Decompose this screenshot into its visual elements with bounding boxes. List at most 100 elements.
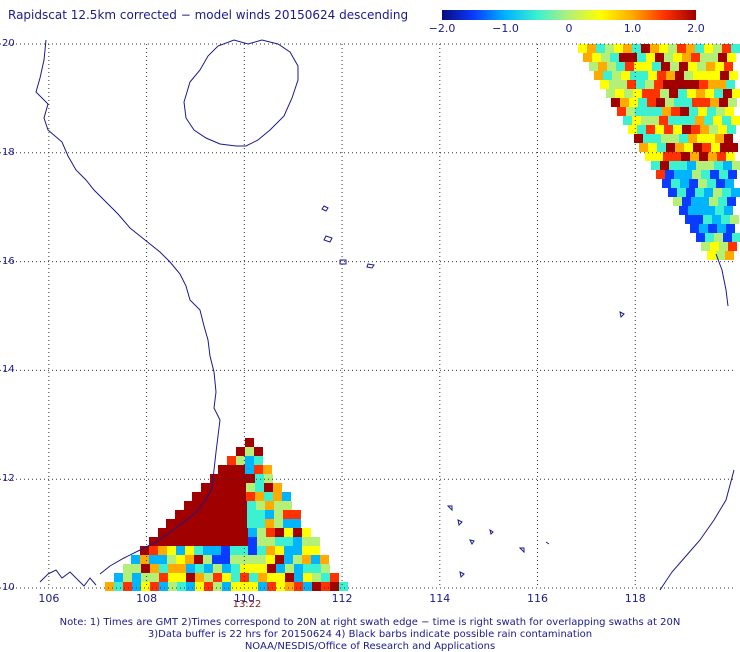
wind-difference-cell (141, 564, 150, 573)
wind-difference-cell (245, 465, 254, 474)
wind-difference-cell (231, 573, 240, 582)
wind-difference-cell (247, 519, 256, 528)
wind-difference-cell (211, 519, 220, 528)
wind-difference-cell (670, 62, 679, 71)
wind-difference-cell (276, 582, 285, 591)
wind-difference-cell (168, 573, 177, 582)
wind-difference-cell (284, 528, 293, 537)
wind-difference-cell (715, 134, 724, 143)
wind-difference-cell (705, 161, 714, 170)
wind-difference-cell (681, 152, 690, 161)
wind-difference-cell (228, 492, 237, 501)
graticule (0, 43, 733, 589)
wind-difference-cell (621, 71, 630, 80)
wind-difference-cell (202, 510, 211, 519)
wind-difference-cell (284, 555, 293, 564)
wind-difference-cell (725, 179, 734, 188)
wind-difference-cell (592, 53, 601, 62)
wind-difference-cell (221, 546, 230, 555)
wind-difference-cell (184, 510, 193, 519)
wind-difference-cell (167, 528, 176, 537)
wind-difference-cell (220, 510, 229, 519)
wind-difference-cell (159, 582, 168, 591)
wind-difference-cell (705, 89, 714, 98)
wind-difference-cell (699, 80, 708, 89)
wind-difference-cell (650, 44, 659, 53)
wind-difference-cell (159, 564, 168, 573)
wind-difference-cell (695, 44, 704, 53)
wind-difference-cell (282, 492, 291, 501)
wind-difference-cell (221, 555, 230, 564)
wind-difference-cell (668, 44, 677, 53)
wind-difference-cell (186, 564, 195, 573)
wind-difference-cell (222, 573, 231, 582)
wind-difference-cell (185, 528, 194, 537)
wind-difference-cell (724, 206, 733, 215)
wind-difference-cell (680, 107, 689, 116)
wind-difference-cell (722, 44, 731, 53)
colorbar-tick-label: 0 (565, 22, 573, 35)
wind-difference-cell (716, 251, 725, 260)
wind-difference-cell (635, 107, 644, 116)
wind-difference-cell (294, 582, 303, 591)
wind-difference-cell (204, 582, 213, 591)
wind-difference-cell (255, 474, 264, 483)
wind-difference-cell (219, 483, 228, 492)
wind-difference-cell (644, 107, 653, 116)
wind-difference-cell (671, 179, 680, 188)
wind-difference-cell (679, 206, 688, 215)
wind-difference-cell (141, 582, 150, 591)
wind-difference-cell (293, 528, 302, 537)
wind-difference-cell (672, 80, 681, 89)
wind-difference-cell (641, 44, 650, 53)
wind-difference-cell (284, 546, 293, 555)
coastline (35, 39, 735, 591)
wind-difference-cell (713, 44, 722, 53)
wind-difference-cell (684, 71, 693, 80)
wind-difference-cell (123, 582, 132, 591)
wind-difference-cell (659, 44, 668, 53)
wind-difference-cell (707, 251, 716, 260)
wind-difference-cell (716, 179, 725, 188)
wind-difference-cell (265, 501, 274, 510)
wind-difference-cell (211, 510, 220, 519)
wind-difference-cell (706, 62, 715, 71)
wind-difference-cell (249, 582, 258, 591)
wind-difference-cell (643, 62, 652, 71)
wind-difference-cell (212, 546, 221, 555)
wind-difference-cell (645, 152, 654, 161)
wind-difference-cell (680, 179, 689, 188)
wind-difference-cell (651, 161, 660, 170)
wind-difference-cell (229, 510, 238, 519)
wind-difference-cell (711, 71, 720, 80)
wind-difference-cell (665, 170, 674, 179)
wind-difference-cell (713, 188, 722, 197)
wind-difference-cell (194, 546, 203, 555)
longitude-label: 114 (429, 592, 451, 605)
colorbar-tick-label: 1.0 (623, 22, 642, 35)
philippines-coast (715, 253, 729, 307)
wind-difference-cell (708, 224, 717, 233)
wind-difference-cell (222, 582, 231, 591)
vietnam-coast (35, 39, 221, 575)
wind-difference-cell (620, 98, 629, 107)
wind-difference-cell (150, 573, 159, 582)
wind-difference-cell (249, 573, 258, 582)
wind-difference-cell (114, 573, 123, 582)
wind-difference-cell (636, 80, 645, 89)
wind-difference-cell (718, 197, 727, 206)
wind-difference-cell (202, 519, 211, 528)
wind-difference-cell (606, 89, 615, 98)
wind-difference-cell (718, 53, 727, 62)
longitude-label: 112 (331, 592, 353, 605)
wind-difference-cell (266, 528, 275, 537)
wind-difference-cell (673, 197, 682, 206)
wind-difference-cell (273, 483, 282, 492)
wind-difference-cell (686, 44, 695, 53)
wind-difference-cell (230, 528, 239, 537)
wind-difference-cell (700, 197, 709, 206)
wind-difference-cell (255, 483, 264, 492)
wind-difference-cell (257, 528, 266, 537)
wind-difference-cell (293, 555, 302, 564)
